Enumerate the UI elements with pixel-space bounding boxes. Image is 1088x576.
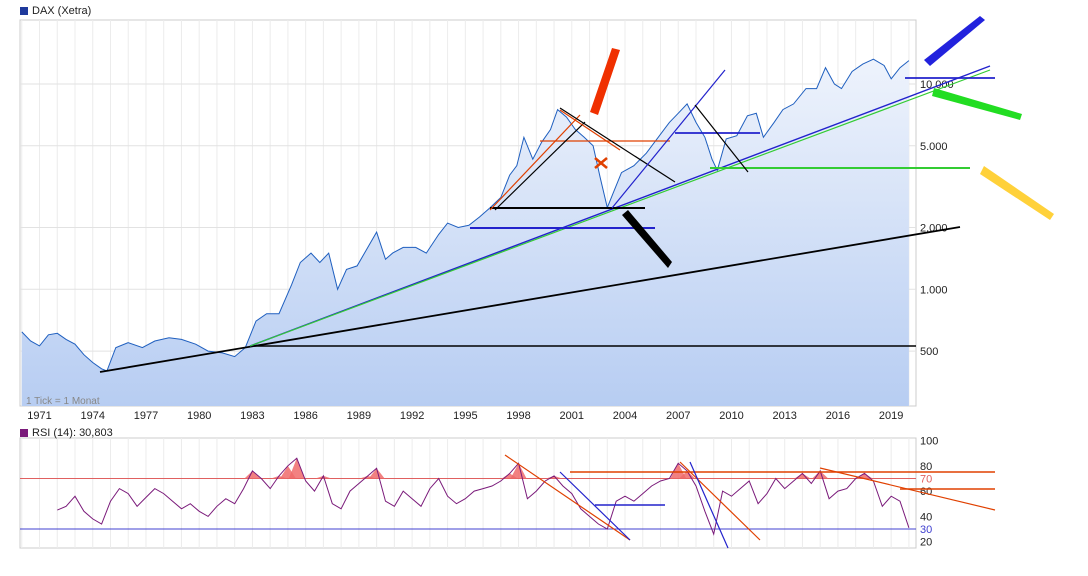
arrow-black <box>622 210 672 268</box>
rsi-overbought-fill <box>368 468 385 479</box>
trendline-blue-2003 <box>611 69 726 209</box>
rsi-ref-label-70: 70 <box>920 473 932 485</box>
rsi-legend: RSI (14): 30,803 <box>20 427 113 439</box>
x-tick-label: 2010 <box>719 410 743 422</box>
main-area <box>21 59 909 406</box>
x-tick-label: 1998 <box>506 410 530 422</box>
trendline-red-up <box>489 114 581 211</box>
x-tick-label: 2007 <box>666 410 690 422</box>
x-tick-label: 1986 <box>293 410 317 422</box>
cross-mark-b <box>594 157 608 169</box>
annotation-overlay <box>99 16 1054 549</box>
y-tick-label: 500 <box>920 346 938 358</box>
rsi-overbought-fill <box>244 470 261 479</box>
rsi-ref-label-30: 30 <box>920 524 932 536</box>
main-lines <box>21 58 910 372</box>
trendline-black-down <box>559 107 676 183</box>
rsi-overbought-fill <box>670 463 687 479</box>
arrow-red <box>590 48 620 115</box>
x-tick-label: 1989 <box>347 410 371 422</box>
trendline-blue-main <box>249 65 991 347</box>
dax-area-fill <box>21 59 909 406</box>
x-tick-label: 2013 <box>772 410 796 422</box>
x-tick-label: 1971 <box>27 410 51 422</box>
x-tick-label: 1977 <box>134 410 158 422</box>
y-tick-label: 10.000 <box>920 79 954 91</box>
x-tick-label: 1980 <box>187 410 211 422</box>
arrow-yellow <box>980 166 1054 220</box>
x-tick-label: 1992 <box>400 410 424 422</box>
rsi-overbought-fill <box>288 458 305 479</box>
trendline-black-up <box>494 121 586 211</box>
dax-legend-label: DAX (Xetra) <box>32 5 92 17</box>
main-legend: DAX (Xetra) <box>20 5 91 17</box>
rsi-trendline-red-down <box>504 454 631 541</box>
rsi-line <box>57 457 910 536</box>
rsi-trendline-red-2008 <box>679 461 761 541</box>
x-tick-label: 2019 <box>879 410 903 422</box>
y-tick-label: 2.000 <box>920 222 948 234</box>
x-tick-label: 2001 <box>560 410 584 422</box>
x-tick-label: 2016 <box>826 410 850 422</box>
rsi-overbought-fill <box>679 470 696 479</box>
trendline-black-2008 <box>694 104 749 173</box>
rsi-legend-label: RSI (14): 30,803 <box>32 427 113 439</box>
rsi-grid <box>19 437 917 549</box>
rsi-y-tick-label: 20 <box>920 537 932 549</box>
arrow-blue <box>924 16 985 66</box>
dax-price-line <box>21 58 910 372</box>
rsi-y-tick-label: 100 <box>920 436 938 448</box>
y-tick-label: 5.000 <box>920 141 948 153</box>
rsi-legend-swatch <box>20 429 28 437</box>
dax-legend-swatch <box>20 7 28 15</box>
arrow-green <box>932 88 1022 120</box>
rsi-y-tick-label: 80 <box>920 461 932 473</box>
x-tick-label: 1995 <box>453 410 477 422</box>
rsi-y-tick-label: 40 <box>920 511 932 523</box>
rsi-trendline-blue-2008 <box>689 461 729 549</box>
rsi-plot-frame <box>19 437 917 549</box>
rsi-trendline-blue-down <box>559 471 631 541</box>
trendline-red-down <box>559 109 621 151</box>
rsi-lines <box>57 457 910 536</box>
y-tick-label: 1.000 <box>920 284 948 296</box>
x-tick-label: 1974 <box>81 410 105 422</box>
x-tick-label: 2004 <box>613 410 637 422</box>
main-axes: 1971 1974 1977 1980 1983 1986 1989 1992 1995 1998… <box>27 79 953 422</box>
tick-footnote: 1 Tick = 1 Monat <box>26 396 100 407</box>
x-tick-label: 1983 <box>240 410 264 422</box>
rsi-overbought-fill <box>510 463 527 479</box>
trendline-long-black <box>99 226 961 373</box>
